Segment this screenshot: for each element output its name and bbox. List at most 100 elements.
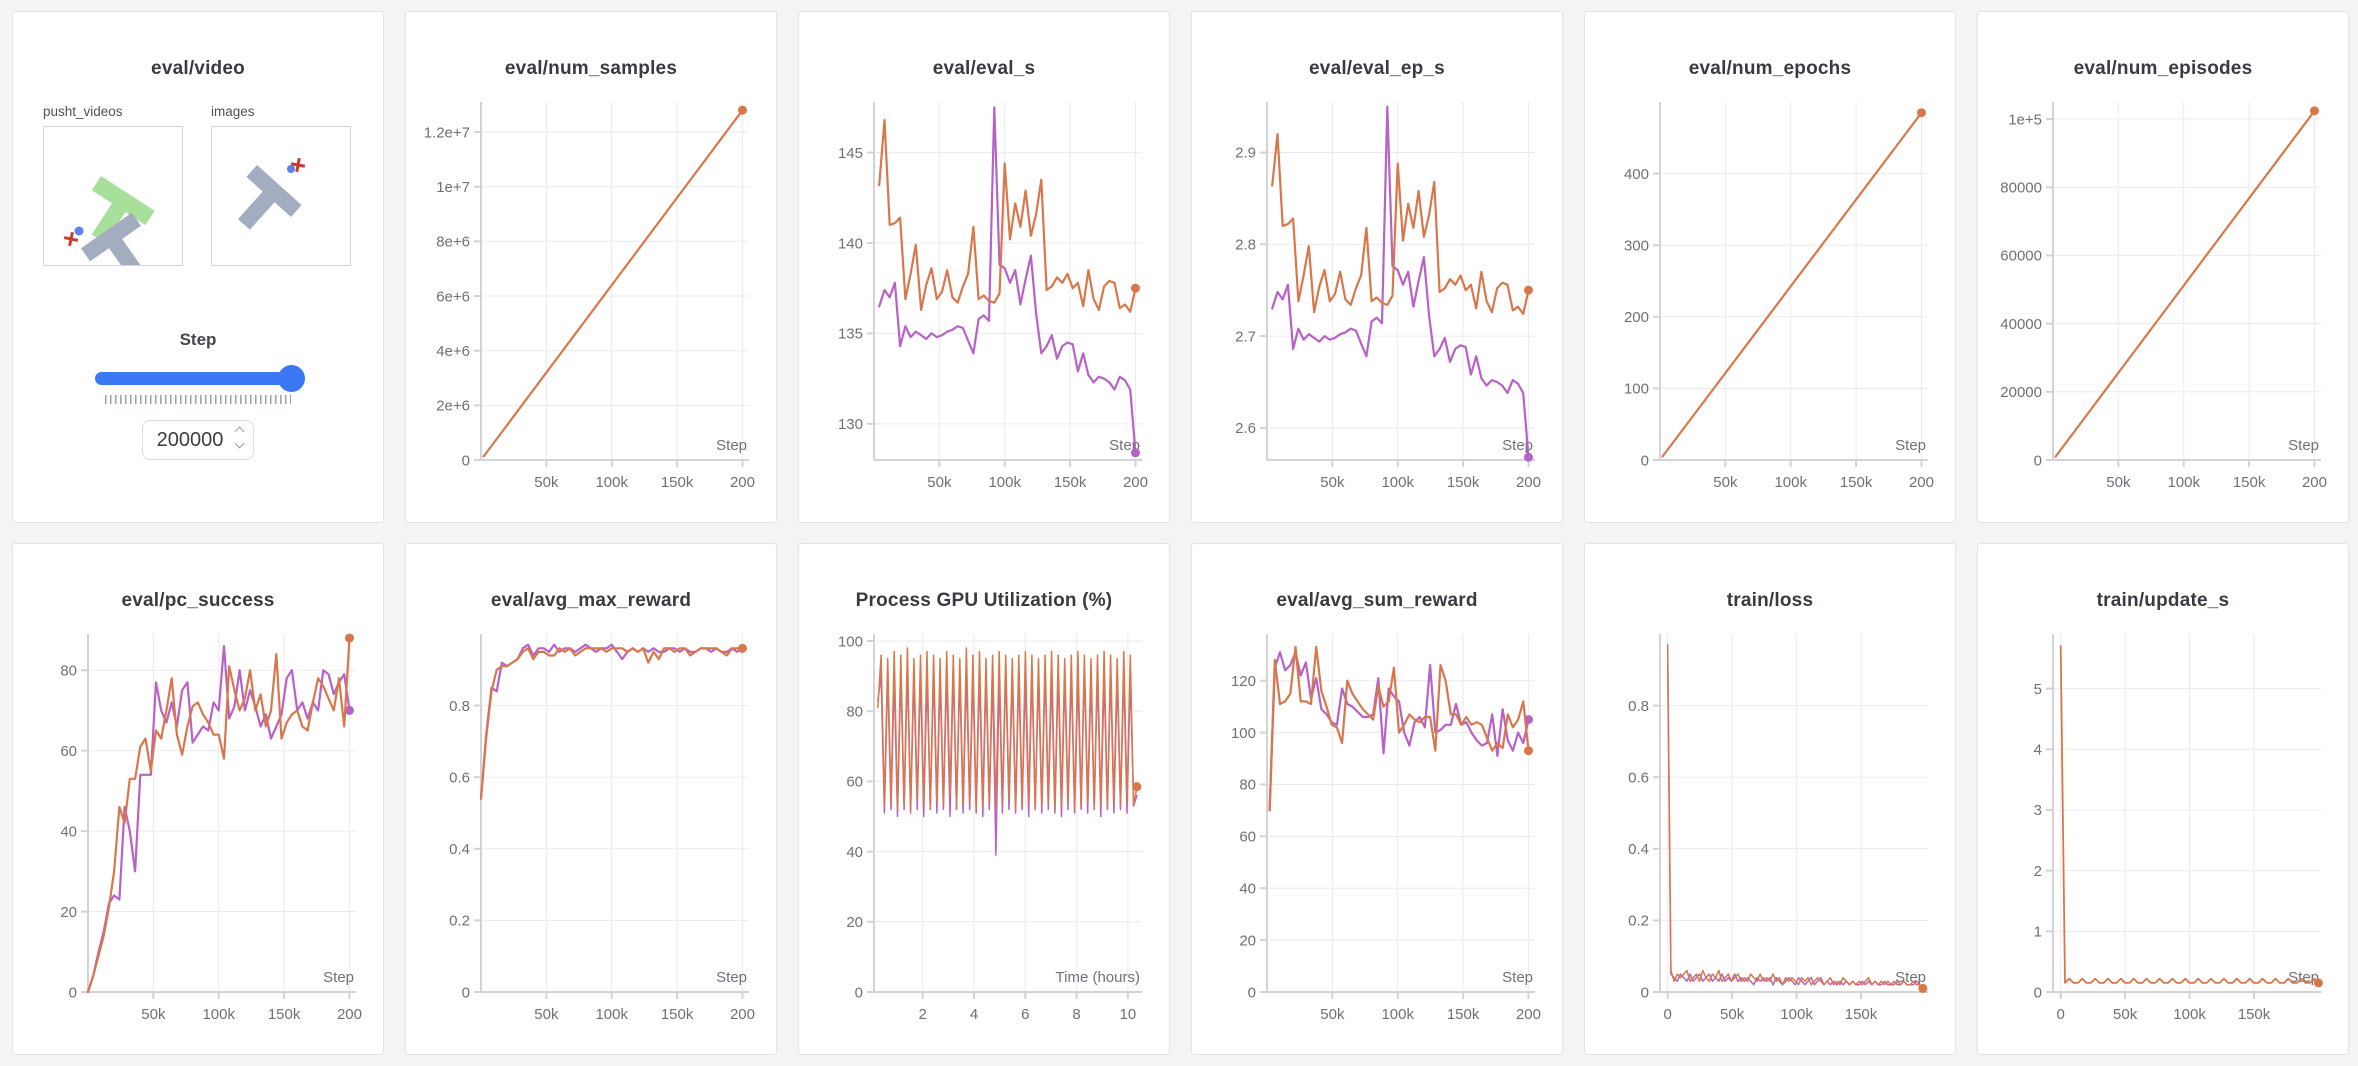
- y-tick-label: 0: [1248, 984, 1256, 1001]
- y-tick-label: 400: [1624, 166, 1649, 183]
- step-slider-track[interactable]: [95, 365, 305, 392]
- series-line-orange: [877, 647, 1138, 811]
- y-tick-label: 0.6: [1628, 769, 1649, 786]
- x-tick-label: 100k: [595, 1006, 628, 1023]
- chart-title: eval/eval_s: [932, 58, 1036, 79]
- pusht-block-t: [81, 212, 143, 277]
- y-tick-label: 2.6: [1235, 420, 1256, 437]
- x-tick-label: 50k: [534, 474, 559, 491]
- x-axis-title: Step: [716, 437, 747, 454]
- series-line-orange: [482, 109, 744, 458]
- y-tick-label: 2e+6: [436, 398, 470, 415]
- x-tick-label: 100k: [1381, 474, 1414, 491]
- series-line-purple: [86, 645, 351, 994]
- x-tick-label: 100k: [1381, 1006, 1414, 1023]
- panel-eval-eval-s: eval/eval_s 130 135 140 145 50k 100k 150k 200 St…: [798, 11, 1170, 523]
- chart-gpu-utilization[interactable]: 0 20 40 60 80 100 2 4 6 8 10 Time (hours): [810, 622, 1158, 1048]
- media-item-images: images: [211, 104, 351, 266]
- spinner-down-icon[interactable]: [234, 438, 245, 449]
- y-tick-label: 40: [1239, 880, 1256, 897]
- x-tick-label: 8: [1072, 1006, 1080, 1023]
- series-end-dot-orange: [2309, 106, 2319, 116]
- y-tick-label: 2.8: [1235, 237, 1256, 254]
- panel-train-update-s: train/update_s 0 1 2 3 4 5 0 50k 100k 150k Step: [1977, 543, 2349, 1055]
- panel-eval-num-epochs: eval/num_epochs 0 100 200 300 400 50k 100k 150k…: [1584, 11, 1956, 523]
- step-input-wrap: [142, 420, 254, 460]
- series-line-orange: [1666, 643, 1924, 990]
- spinner-up-icon[interactable]: [234, 426, 245, 437]
- images-thumbnail[interactable]: [211, 126, 351, 266]
- series-line-purple: [878, 106, 1137, 454]
- y-tick-label: 60: [1239, 829, 1256, 846]
- chart-eval-num-samples[interactable]: 0 2e+6 4e+6 6e+6 8e+6 1e+7 1.2e+7 50k 100k 150k 20…: [417, 90, 765, 516]
- y-tick-label: 1: [2034, 924, 2042, 941]
- x-tick-label: 100k: [202, 1006, 235, 1023]
- pusht-video-thumbnail[interactable]: [43, 126, 183, 277]
- step-input[interactable]: [142, 420, 254, 460]
- y-tick-label: 200: [1624, 309, 1649, 326]
- series-end-dot-orange: [737, 643, 747, 653]
- x-axis-title: Step: [1895, 437, 1926, 454]
- panel-gpu-utilization: Process GPU Utilization (%) 0 20 40 60 80 100…: [798, 543, 1170, 1055]
- step-label: Step: [179, 330, 217, 349]
- pusht-goal-cross: [290, 157, 306, 173]
- media-label: pusht_videos: [43, 104, 123, 119]
- x-tick-label: 150k: [661, 474, 694, 491]
- y-tick-label: 4: [2034, 742, 2042, 759]
- y-tick-label: 80000: [2000, 179, 2042, 196]
- chart-eval-avg-sum-reward[interactable]: 0 20 40 60 80 100 120 50k 100k 150k 200 Step: [1203, 622, 1551, 1048]
- x-tick-label: 150k: [661, 1006, 694, 1023]
- series-line-orange: [878, 119, 1137, 313]
- y-tick-label: 100: [1624, 381, 1649, 398]
- chart-title: Process GPU Utilization (%): [855, 590, 1113, 611]
- y-tick-label: 130: [838, 416, 863, 433]
- series-line-orange: [86, 636, 351, 994]
- media-row: pusht_videos: [43, 104, 383, 277]
- x-tick-label: 50k: [1720, 1006, 1745, 1023]
- x-tick-label: 50k: [1320, 1006, 1345, 1023]
- y-tick-label: 40: [846, 844, 863, 861]
- y-tick-label: 0.4: [449, 841, 470, 858]
- panel-eval-eval-ep-s: eval/eval_ep_s 2.6 2.7 2.8 2.9 50k 100k 150k 20…: [1191, 11, 1563, 523]
- panel-eval-avg-sum-reward: eval/avg_sum_reward 0 20 40 60 80 100 120 50k 10…: [1191, 543, 1563, 1055]
- chart-title: eval/num_epochs: [1688, 58, 1852, 79]
- x-tick-label: 100k: [2167, 474, 2200, 491]
- y-tick-label: 135: [838, 326, 863, 343]
- chart-eval-avg-max-reward[interactable]: 0 0.2 0.4 0.6 0.8 50k 100k 150k 200 Step: [417, 622, 765, 1048]
- y-tick-label: 40: [60, 823, 77, 840]
- media-item-pusht-videos: pusht_videos: [43, 104, 183, 277]
- y-tick-label: 0: [462, 984, 470, 1001]
- series-line-orange: [1268, 645, 1530, 812]
- series-end-dot-purple: [344, 705, 354, 715]
- panel-eval-avg-max-reward: eval/avg_max_reward 0 0.2 0.4 0.6 0.8 50k 100k…: [405, 543, 777, 1055]
- x-tick-label: 2: [919, 1006, 927, 1023]
- x-tick-label: 150k: [1845, 1006, 1878, 1023]
- y-tick-label: 60: [60, 743, 77, 760]
- y-tick-label: 5: [2034, 681, 2042, 698]
- chart-eval-eval-ep-s[interactable]: 2.6 2.7 2.8 2.9 50k 100k 150k 200 Step: [1203, 90, 1551, 516]
- x-axis-title: Step: [323, 969, 354, 986]
- y-tick-label: 0: [69, 984, 77, 1001]
- chart-eval-pc-success[interactable]: 0 20 40 60 80 50k 100k 150k 200 Step: [24, 622, 372, 1048]
- y-tick-label: 8e+6: [436, 234, 470, 251]
- x-tick-label: 4: [970, 1006, 978, 1023]
- series-end-dot-orange: [1916, 108, 1926, 118]
- series-end-dot-orange: [1918, 983, 1928, 993]
- x-tick-label: 150k: [1447, 474, 1480, 491]
- step-slider[interactable]: [95, 364, 305, 392]
- y-tick-label: 0: [2034, 452, 2042, 469]
- step-control: Step: [13, 330, 383, 460]
- step-slider-thumb[interactable]: [278, 365, 305, 392]
- y-tick-label: 0.2: [449, 913, 470, 930]
- x-tick-label: 150k: [1054, 474, 1087, 491]
- chart-eval-num-epochs[interactable]: 0 100 200 300 400 50k 100k 150k 200 Step: [1596, 90, 1944, 516]
- chart-eval-num-episodes[interactable]: 0 20000 40000 60000 80000 1e+5 50k 100k 150k 200 S…: [1989, 90, 2337, 516]
- panel-eval-num-episodes: eval/num_episodes 0 20000 40000 60000 80000 1…: [1977, 11, 2349, 523]
- x-tick-label: 200: [1516, 474, 1541, 491]
- x-tick-label: 100k: [595, 474, 628, 491]
- y-tick-label: 2.9: [1235, 145, 1256, 162]
